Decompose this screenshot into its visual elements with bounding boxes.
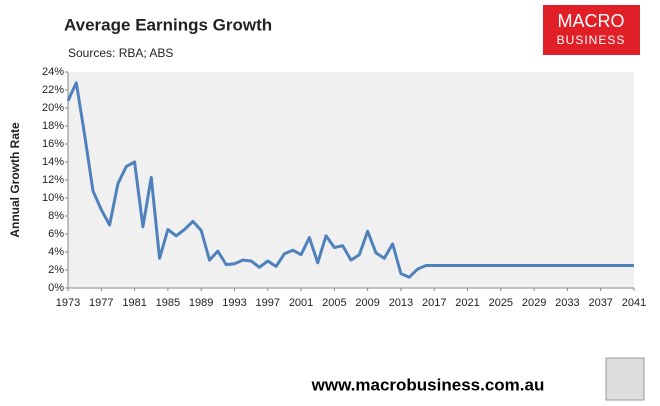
x-tick-label: 1989 — [189, 297, 213, 309]
x-tick-label: 2009 — [355, 297, 379, 309]
x-tick-label: 2013 — [389, 297, 413, 309]
y-tick-label: 4% — [48, 246, 64, 258]
x-tick-label: 2001 — [289, 297, 313, 309]
footer-url: www.macrobusiness.com.au — [311, 375, 545, 394]
logo-text: BUSINESS — [557, 33, 626, 47]
logo-box — [543, 5, 640, 55]
chart-title: Average Earnings Growth — [64, 15, 272, 34]
y-tick-label: 12% — [42, 174, 64, 186]
wolf-icon — [605, 357, 645, 401]
x-tick-label: 1977 — [89, 297, 113, 309]
x-tick-label: 2033 — [555, 297, 579, 309]
y-tick-label: 14% — [42, 156, 64, 168]
x-tick-label: 2025 — [489, 297, 513, 309]
x-tick-label: 1973 — [56, 297, 80, 309]
x-tick-label: 1985 — [156, 297, 180, 309]
subtitle: Sources: RBA; ABS — [68, 46, 173, 60]
x-tick-label: 2017 — [422, 297, 446, 309]
y-tick-label: 20% — [42, 102, 64, 114]
y-tick-label: 6% — [48, 228, 64, 240]
y-tick-label: 10% — [42, 192, 64, 204]
logo-text: MACRO — [558, 11, 625, 31]
y-tick-label: 22% — [42, 84, 64, 96]
x-tick-label: 2041 — [622, 297, 646, 309]
y-tick-label: 18% — [42, 120, 64, 132]
x-tick-label: 1997 — [256, 297, 280, 309]
x-tick-label: 2037 — [588, 297, 612, 309]
y-tick-label: 16% — [42, 138, 64, 150]
x-tick-label: 1981 — [122, 297, 146, 309]
y-tick-label: 8% — [48, 210, 64, 222]
y-tick-label: 24% — [42, 66, 64, 78]
x-tick-label: 2005 — [322, 297, 346, 309]
x-tick-label: 2029 — [522, 297, 546, 309]
y-tick-label: 0% — [48, 282, 64, 294]
line — [66, 81, 634, 279]
y-axis-label: Annual Growth Rate — [8, 122, 22, 238]
y-tick-label: 2% — [48, 264, 64, 276]
x-tick-label: 1993 — [222, 297, 246, 309]
x-tick-label: 2021 — [455, 297, 479, 309]
